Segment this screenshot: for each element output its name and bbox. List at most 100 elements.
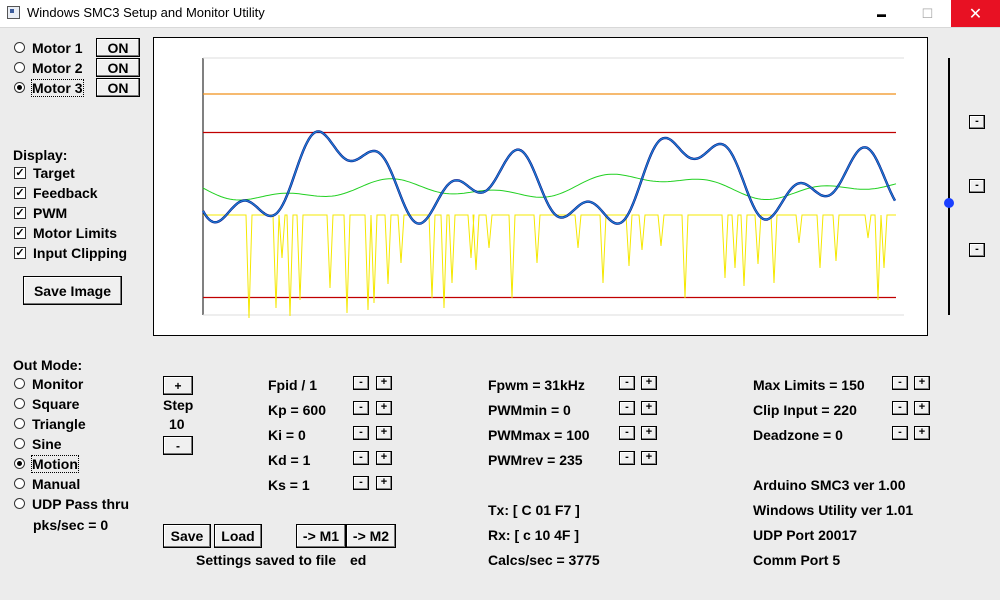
step-label: Step [163, 397, 194, 413]
pwmmax-plus-button[interactable]: + [641, 426, 657, 440]
feedback-checkbox[interactable]: ✓ [14, 187, 26, 199]
manual-label: Manual [32, 476, 81, 492]
sine-radio[interactable] [14, 438, 25, 449]
motor-1-label: Motor 1 [32, 40, 83, 56]
clip-input-plus-button[interactable]: + [914, 401, 930, 415]
motor-limits-checkbox[interactable]: ✓ [14, 227, 26, 239]
pwmmax-label: PWMmax = 100 [488, 427, 590, 443]
input-clipping-checkbox[interactable]: ✓ [14, 247, 26, 259]
deadzone-minus-button[interactable]: - [892, 426, 908, 440]
slider-thumb[interactable] [944, 198, 954, 208]
pwmrev-plus-button[interactable]: + [641, 451, 657, 465]
fpwm-label: Fpwm = 31kHz [488, 377, 585, 393]
fpwm-minus-button[interactable]: - [619, 376, 635, 390]
max-limits-plus-button[interactable]: + [914, 376, 930, 390]
pks-per-sec: pks/sec = 0 [33, 517, 109, 533]
maximize-button[interactable]: ☐ [905, 0, 950, 27]
chart-area [153, 37, 928, 337]
right-minus-button-1[interactable]: - [969, 115, 985, 129]
motor-2-radio[interactable] [14, 62, 25, 73]
monitor-radio[interactable] [14, 378, 25, 389]
to-m2-button[interactable]: -> M2 [346, 524, 396, 548]
chart-svg [201, 57, 904, 337]
calcs-per-sec: Calcs/sec = 3775 [488, 552, 600, 568]
close-button[interactable]: ✕ [951, 0, 1000, 27]
feedback-trace [201, 130, 897, 225]
udp-pass-thru-label: UDP Pass thru [32, 496, 129, 512]
triangle-radio[interactable] [14, 418, 25, 429]
ki-minus-button[interactable]: - [353, 426, 369, 440]
pwmmin-label: PWMmin = 0 [488, 402, 571, 418]
comm-port: Comm Port 5 [753, 552, 841, 568]
fpid-minus-button[interactable]: - [353, 376, 369, 390]
motor-1-radio[interactable] [14, 42, 25, 53]
right-minus-button-3[interactable]: - [969, 243, 985, 257]
step-value: 10 [169, 416, 185, 432]
kp-label: Kp = 600 [268, 402, 326, 418]
motor-1-on-button[interactable]: ON [96, 38, 140, 57]
pwmrev-minus-button[interactable]: - [619, 451, 635, 465]
green-trace [202, 173, 897, 201]
close-icon: ✕ [968, 5, 983, 23]
feedback-label: Feedback [33, 185, 98, 201]
out-mode-heading: Out Mode: [13, 357, 83, 373]
target-label: Target [33, 165, 75, 181]
ki-plus-button[interactable]: + [376, 426, 392, 440]
square-radio[interactable] [14, 398, 25, 409]
display-heading: Display: [13, 147, 68, 163]
kd-plus-button[interactable]: + [376, 451, 392, 465]
to-m1-button[interactable]: -> M1 [296, 524, 346, 548]
windows-utility-version: Windows Utility ver 1.01 [753, 502, 914, 518]
title-bar: Windows SMC3 Setup and Monitor Utility ▬… [0, 0, 1000, 28]
slider-track [948, 58, 950, 315]
motor-2-on-button[interactable]: ON [96, 58, 140, 77]
fpwm-plus-button[interactable]: + [641, 376, 657, 390]
kp-plus-button[interactable]: + [376, 401, 392, 415]
manual-radio[interactable] [14, 478, 25, 489]
pwm-trace [203, 214, 896, 319]
status-text: Settings saved to file [196, 552, 337, 568]
deadzone-plus-button[interactable]: + [914, 426, 930, 440]
udp-pass-thru-radio[interactable] [14, 498, 25, 509]
save-button[interactable]: Save [163, 524, 211, 548]
app-icon [7, 6, 20, 19]
pwm-checkbox[interactable]: ✓ [14, 207, 26, 219]
ks-minus-button[interactable]: - [353, 476, 369, 490]
right-minus-button-2[interactable]: - [969, 179, 985, 193]
motor-3-on-button[interactable]: ON [96, 78, 140, 97]
minimize-icon: ▬ [877, 8, 886, 19]
target-checkbox[interactable]: ✓ [14, 167, 26, 179]
monitor-label: Monitor [32, 376, 84, 392]
motion-label: Motion [31, 455, 79, 473]
rx-readout: Rx: [ c 10 4F ] [488, 527, 580, 543]
motor-2-label: Motor 2 [32, 60, 83, 76]
ks-plus-button[interactable]: + [376, 476, 392, 490]
clip-input-label: Clip Input = 220 [753, 402, 857, 418]
motor-3-radio[interactable] [14, 82, 25, 93]
tx-readout: Tx: [ C 01 F7 ] [488, 502, 580, 518]
max-limits-minus-button[interactable]: - [892, 376, 908, 390]
motor-limits-label: Motor Limits [33, 225, 117, 241]
udp-port: UDP Port 20017 [753, 527, 858, 543]
pwmmin-plus-button[interactable]: + [641, 401, 657, 415]
clip-input-minus-button[interactable]: - [892, 401, 908, 415]
triangle-label: Triangle [32, 416, 86, 432]
motion-radio[interactable] [14, 458, 25, 469]
step-minus-button[interactable]: - [163, 436, 193, 455]
kd-minus-button[interactable]: - [353, 451, 369, 465]
pwmmin-minus-button[interactable]: - [619, 401, 635, 415]
fpid-plus-button[interactable]: + [376, 376, 392, 390]
step-plus-button[interactable]: + [163, 376, 193, 395]
target-trace [202, 130, 896, 225]
window-title: Windows SMC3 Setup and Monitor Utility [27, 5, 265, 20]
deadzone-label: Deadzone = 0 [753, 427, 843, 443]
max-limits-label: Max Limits = 150 [753, 377, 865, 393]
minimize-button[interactable]: ▬ [859, 0, 904, 27]
motor-3-label: Motor 3 [31, 79, 84, 97]
kp-minus-button[interactable]: - [353, 401, 369, 415]
pwmmax-minus-button[interactable]: - [619, 426, 635, 440]
fpid-label: Fpid / 1 [268, 377, 317, 393]
save-image-button[interactable]: Save Image [23, 276, 122, 305]
load-button[interactable]: Load [214, 524, 262, 548]
